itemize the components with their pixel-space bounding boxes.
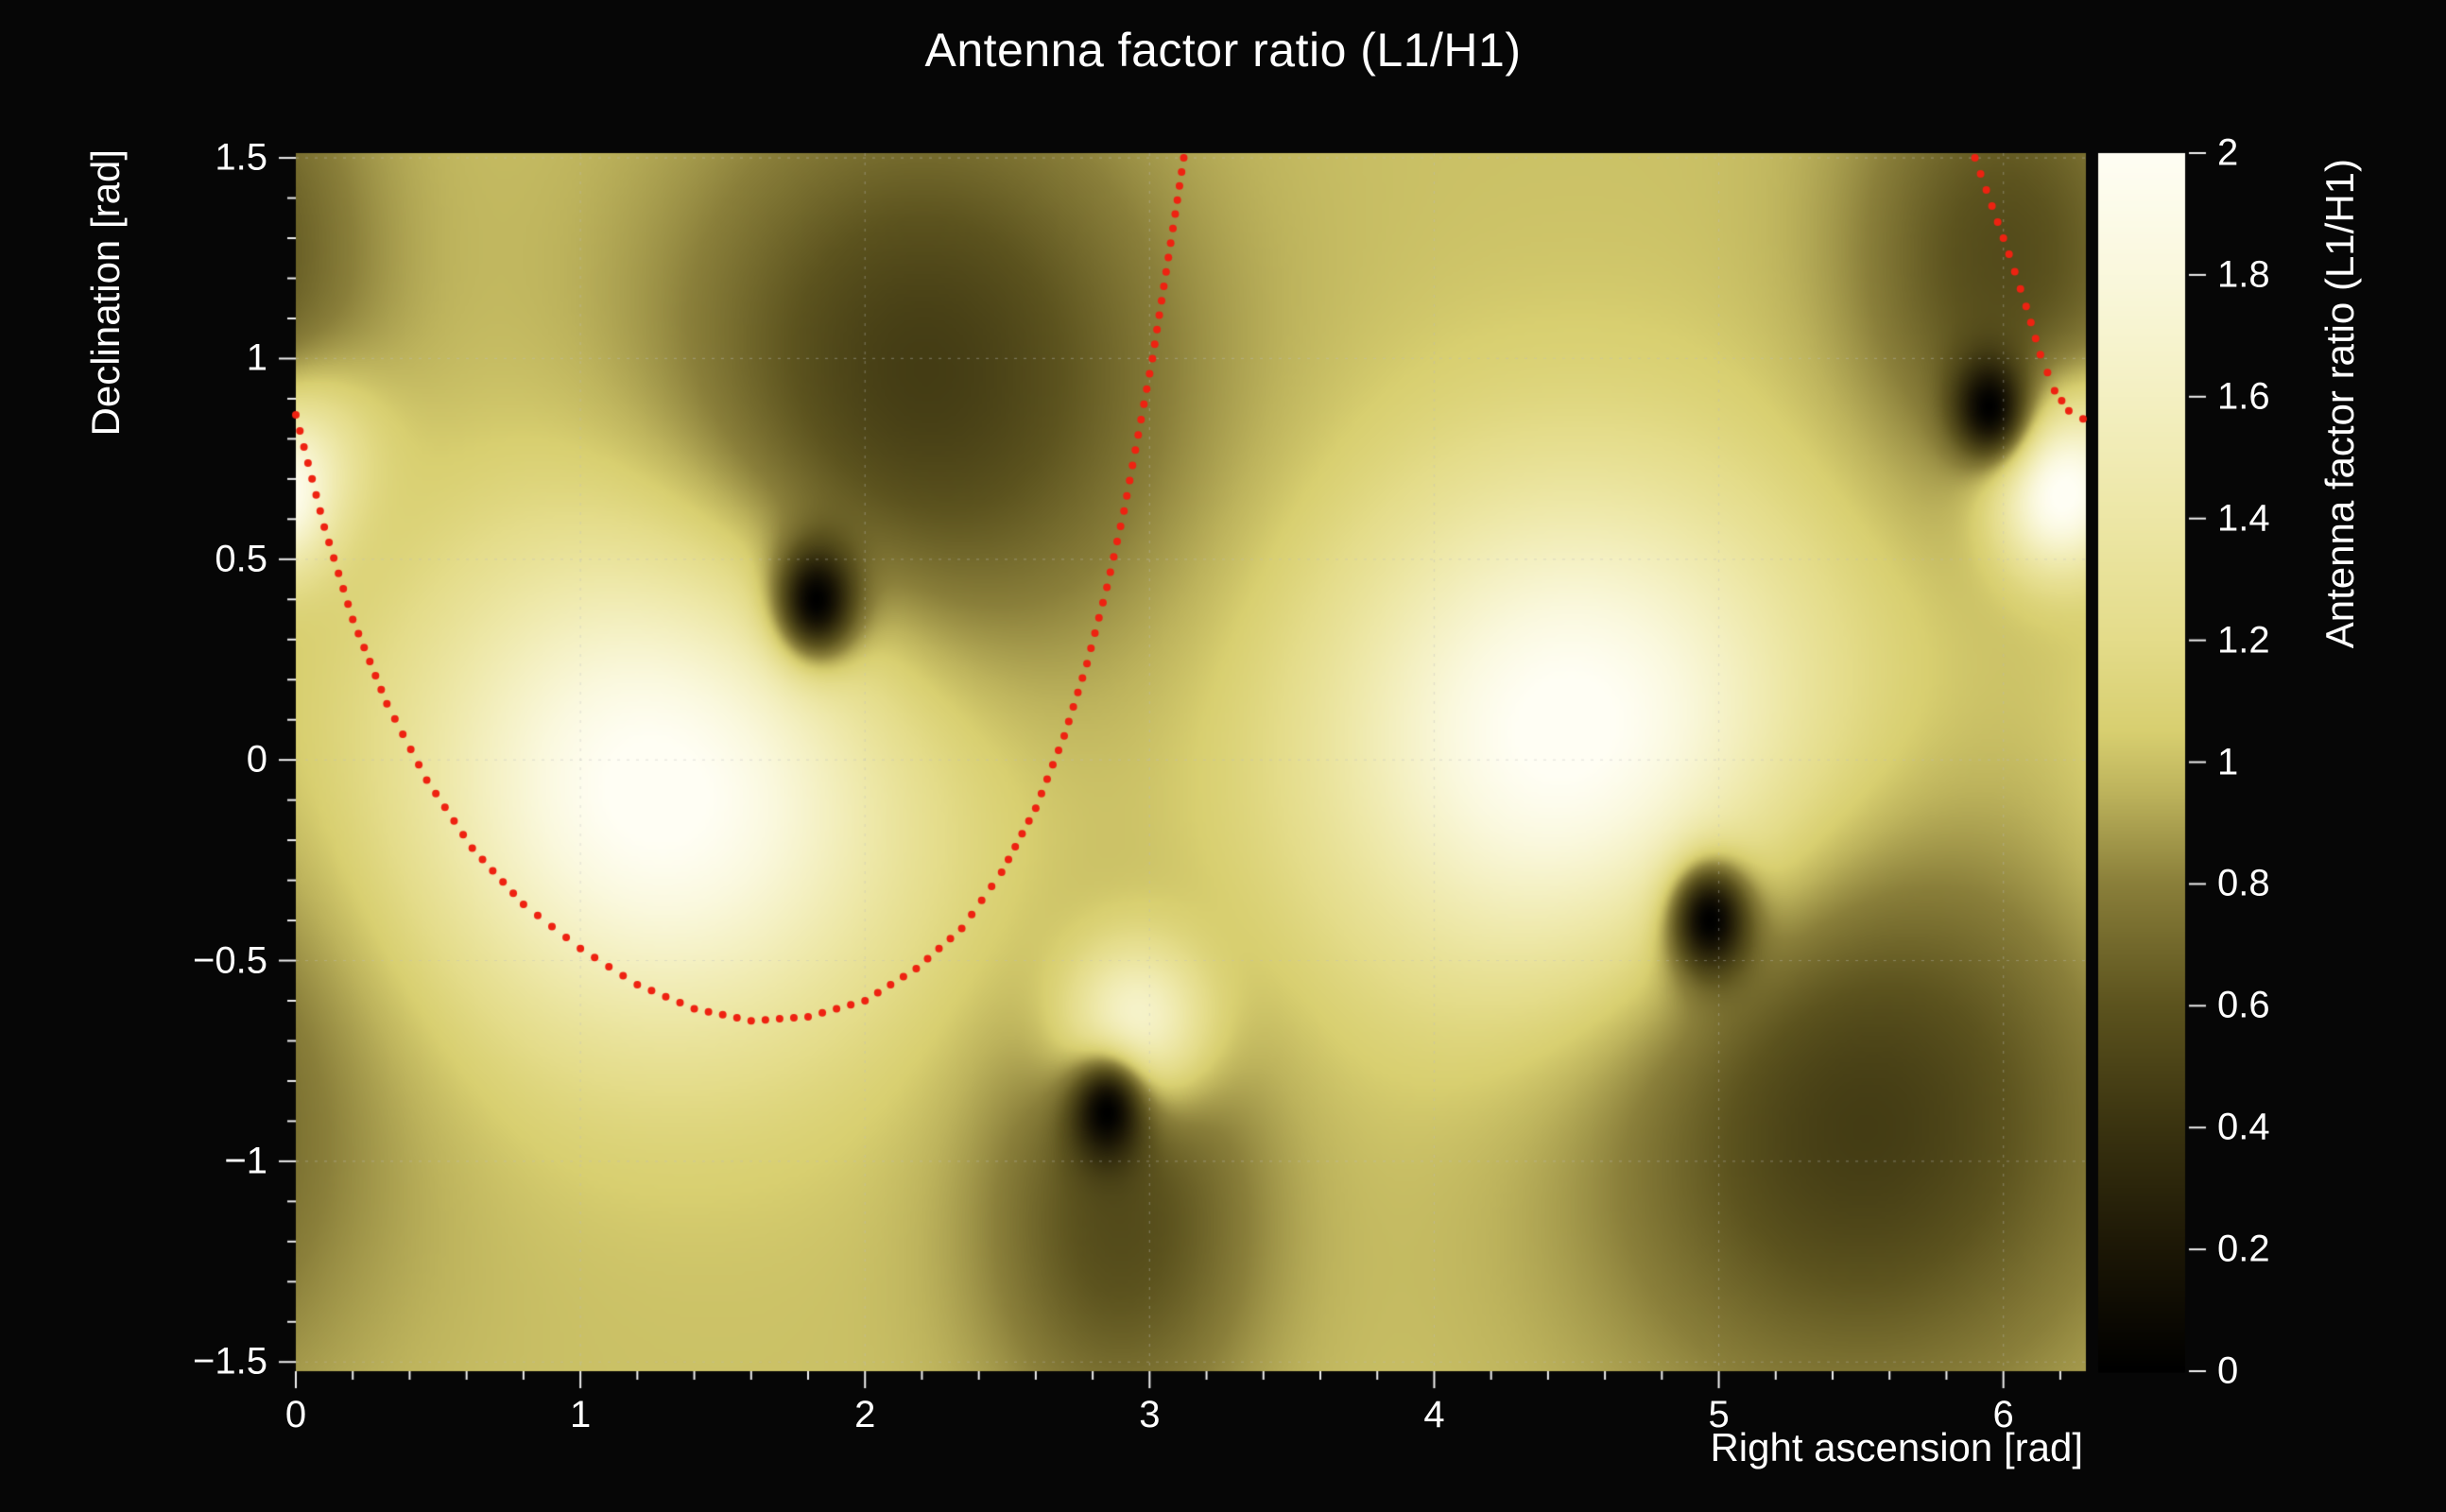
y-axis-label: Declination [rad] — [83, 149, 128, 437]
x-axis-label: Right ascension [rad] — [1710, 1425, 2083, 1469]
colorbar-label: Antenna factor ratio (L1/H1) — [2317, 159, 2362, 649]
chart-title: Antenna factor ratio (L1/H1) — [924, 24, 1522, 77]
